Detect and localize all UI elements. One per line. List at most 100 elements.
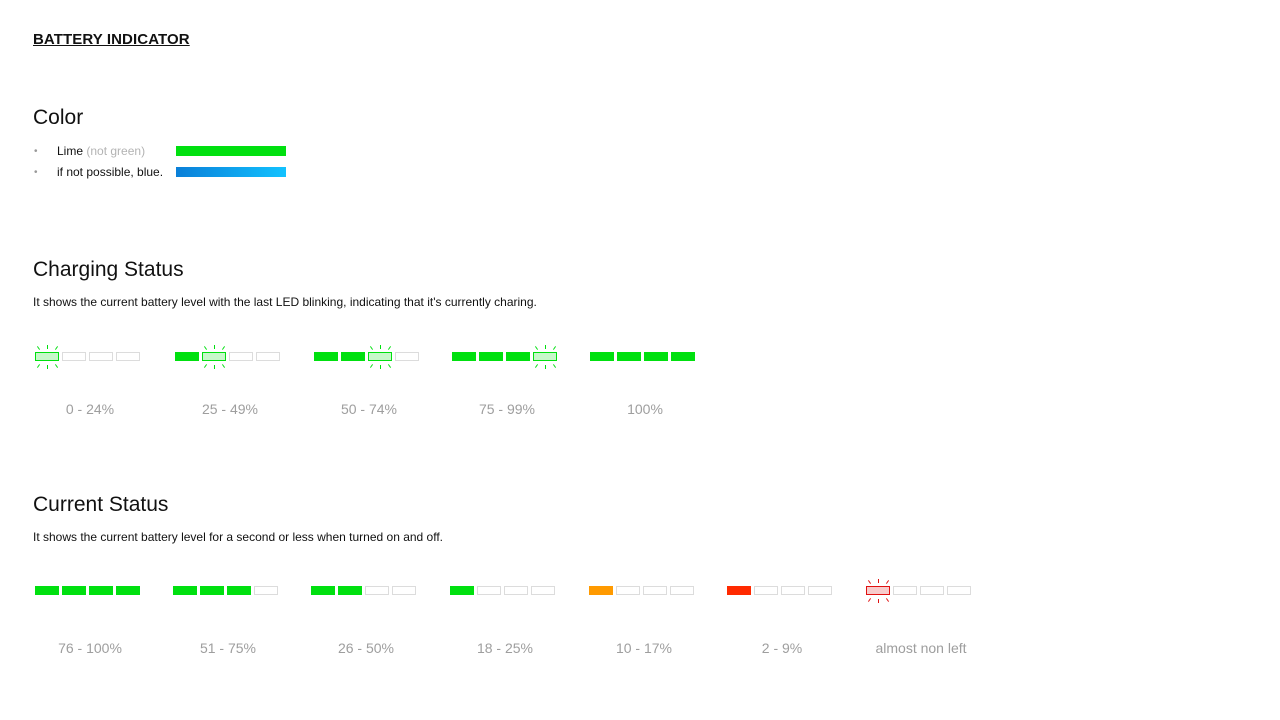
charging-description: It shows the current battery level with … bbox=[33, 295, 537, 309]
led-segment-on bbox=[479, 351, 503, 361]
led-segment-off bbox=[531, 585, 555, 595]
battery-range-label: 0 - 24% bbox=[65, 401, 115, 417]
led-segment-on bbox=[671, 351, 695, 361]
battery-indicator bbox=[452, 342, 557, 370]
blink-ray bbox=[369, 345, 374, 350]
blink-ray bbox=[214, 364, 215, 369]
blink-ray bbox=[885, 597, 890, 602]
color-item-blue: • if not possible, blue. bbox=[33, 164, 286, 180]
color-item-label: Lime bbox=[57, 144, 84, 158]
color-item-note: (not green) bbox=[86, 144, 146, 158]
battery-range-label: 25 - 49% bbox=[201, 401, 259, 417]
color-item-lime: • Lime (not green) bbox=[33, 143, 286, 159]
led-segment-off bbox=[62, 351, 86, 361]
blink-ray bbox=[380, 364, 381, 369]
led-segment-on bbox=[35, 585, 59, 595]
charging-heading: Charging Status bbox=[33, 258, 184, 281]
blink-ray bbox=[54, 363, 59, 368]
bullet-icon: • bbox=[34, 145, 38, 157]
battery-indicator bbox=[450, 576, 555, 604]
led-segment-off bbox=[229, 351, 253, 361]
blink-ray bbox=[387, 345, 392, 350]
color-heading: Color bbox=[33, 106, 84, 129]
page-title: BATTERY INDICATOR bbox=[33, 31, 190, 48]
blink-ray bbox=[885, 579, 890, 584]
led-segment-off bbox=[893, 585, 917, 595]
blink-ray bbox=[47, 364, 48, 369]
led-segment-on bbox=[311, 585, 335, 595]
blink-ray bbox=[545, 344, 546, 349]
led-segment-off bbox=[754, 585, 778, 595]
led-segment-on bbox=[452, 351, 476, 361]
blink-ray bbox=[867, 597, 872, 602]
blink-ray bbox=[878, 578, 879, 583]
led-segment-off bbox=[254, 585, 278, 595]
led-segment-on bbox=[338, 585, 362, 595]
blink-ray bbox=[47, 344, 48, 349]
color-item-text: Lime (not green) bbox=[57, 144, 176, 158]
led-segment-on bbox=[727, 585, 751, 595]
battery-indicator bbox=[589, 576, 694, 604]
battery-range-label: 50 - 74% bbox=[340, 401, 398, 417]
blink-ray bbox=[369, 363, 374, 368]
blink-ray bbox=[54, 345, 59, 350]
battery-range-label: almost non left bbox=[875, 640, 967, 656]
battery-indicator bbox=[35, 342, 140, 370]
led-segment-off bbox=[365, 585, 389, 595]
led-segment-on bbox=[62, 585, 86, 595]
led-segment-off bbox=[116, 351, 140, 361]
led-segment-blinking bbox=[35, 344, 59, 369]
battery-range-label: 76 - 100% bbox=[58, 640, 122, 656]
current-description: It shows the current battery level for a… bbox=[33, 530, 444, 544]
led-segment-off bbox=[781, 585, 805, 595]
blink-ray bbox=[534, 345, 539, 350]
blink-ray bbox=[221, 363, 226, 368]
led-segment-on bbox=[116, 585, 140, 595]
led-segment-on bbox=[644, 351, 668, 361]
battery-range-label: 26 - 50% bbox=[337, 640, 395, 656]
battery-indicator bbox=[173, 576, 278, 604]
bullet-icon: • bbox=[34, 166, 38, 178]
led-segment-off bbox=[89, 351, 113, 361]
battery-range-label: 100% bbox=[627, 401, 663, 417]
led-segment-off bbox=[947, 585, 971, 595]
led-segment-off bbox=[395, 351, 419, 361]
battery-indicator bbox=[590, 342, 695, 370]
blink-ray bbox=[214, 344, 215, 349]
led-segment-off bbox=[670, 585, 694, 595]
led-segment-on bbox=[450, 585, 474, 595]
battery-range-label: 2 - 9% bbox=[761, 640, 803, 656]
led-segment-blinking bbox=[533, 344, 557, 369]
blink-ray bbox=[36, 345, 41, 350]
blink-ray bbox=[552, 363, 557, 368]
led-segment-blinking bbox=[866, 578, 890, 603]
current-heading: Current Status bbox=[33, 493, 169, 516]
led-segment-on bbox=[314, 351, 338, 361]
led-segment-on bbox=[341, 351, 365, 361]
led-segment-blinking bbox=[202, 344, 226, 369]
color-swatch-lime bbox=[176, 146, 286, 156]
led-segment-off bbox=[616, 585, 640, 595]
led-segment-on bbox=[589, 585, 613, 595]
led-segment-off bbox=[504, 585, 528, 595]
led-segment-blinking bbox=[368, 344, 392, 369]
led-segment-on bbox=[89, 585, 113, 595]
led-segment-off bbox=[808, 585, 832, 595]
led-segment-off bbox=[643, 585, 667, 595]
led-segment-off bbox=[256, 351, 280, 361]
blink-ray bbox=[203, 345, 208, 350]
led-segment-on bbox=[175, 351, 199, 361]
battery-range-label: 18 - 25% bbox=[476, 640, 534, 656]
color-item-text: if not possible, blue. bbox=[57, 165, 176, 179]
battery-range-label: 75 - 99% bbox=[478, 401, 536, 417]
color-swatch-blue bbox=[176, 167, 286, 177]
blink-ray bbox=[878, 598, 879, 603]
color-item-label: if not possible, blue. bbox=[57, 165, 164, 179]
battery-range-label: 51 - 75% bbox=[199, 640, 257, 656]
battery-indicator bbox=[175, 342, 280, 370]
led-segment-off bbox=[477, 585, 501, 595]
battery-indicator bbox=[727, 576, 832, 604]
led-segment-on bbox=[506, 351, 530, 361]
battery-indicator bbox=[311, 576, 416, 604]
